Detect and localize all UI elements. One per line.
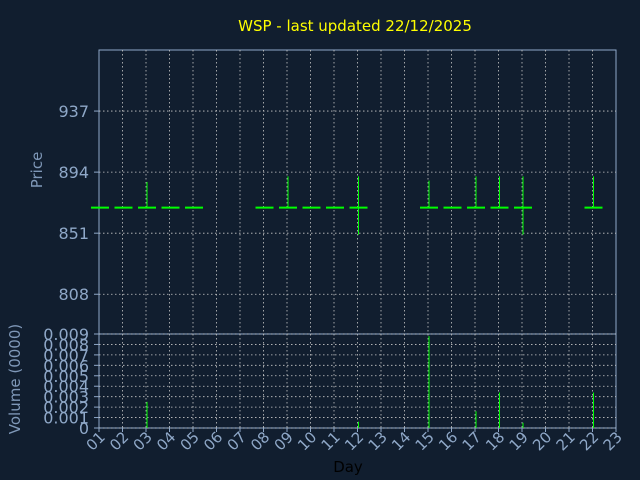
price-tick-label: 894: [58, 163, 89, 182]
volume-y-ticks: 00.0010.0020.0030.0040.0050.0060.0070.00…: [43, 325, 99, 438]
price-tick-label: 937: [58, 102, 89, 121]
day-axis-label: Day: [333, 458, 363, 476]
day-tick-label: 07: [224, 428, 250, 454]
ohlc-bar: [349, 176, 368, 235]
day-tick-label: 12: [341, 428, 367, 454]
volume-tick-label: 0.008: [43, 335, 89, 354]
volume-tick-label: 0.003: [43, 388, 89, 407]
volume-grid: [99, 333, 616, 429]
volume-tick-label: 0.006: [43, 356, 89, 375]
day-x-ticks: 0102030405060708091011121314151617181920…: [83, 428, 626, 454]
price-panel: 937 894 851 808 Price: [28, 49, 617, 335]
volume-tick-label: 0.005: [43, 367, 89, 386]
volume-tick-label: 0.004: [43, 377, 89, 396]
day-tick-label: 09: [271, 428, 297, 454]
ohlc-bar: [467, 176, 485, 209]
day-tick-label: 14: [388, 428, 414, 454]
price-grid: [99, 50, 616, 334]
day-tick-label: 21: [553, 428, 579, 454]
volume-series: [146, 336, 594, 428]
day-tick-label: 06: [200, 428, 226, 454]
volume-tick-label: 0.001: [43, 409, 89, 428]
day-tick-label: 18: [482, 428, 508, 454]
ohlc-bar: [138, 182, 156, 209]
ohlc-bar: [490, 176, 509, 209]
day-tick-label: 10: [294, 428, 320, 454]
chart-title: WSP - last updated 22/12/2025: [238, 17, 472, 35]
day-tick-label: 16: [435, 428, 461, 454]
volume-tick-label: 0.002: [43, 398, 89, 417]
day-tick-label: 11: [318, 428, 344, 454]
price-y-ticks: 937 894 851 808: [58, 102, 99, 304]
price-series: [91, 176, 603, 235]
day-tick-label: 13: [365, 428, 391, 454]
day-tick-label: 02: [106, 428, 132, 454]
day-tick-label: 15: [412, 428, 438, 454]
volume-axis-label: Volume (0000): [6, 324, 24, 434]
day-tick-label: 19: [506, 428, 532, 454]
day-tick-label: 22: [576, 428, 602, 454]
price-tick-label: 808: [58, 285, 89, 304]
volume-tick-label: 0.007: [43, 346, 89, 365]
day-tick-label: 23: [600, 428, 626, 454]
ohlc-bar: [420, 180, 438, 209]
day-tick-label: 08: [247, 428, 273, 454]
day-tick-label: 05: [177, 428, 203, 454]
ohlc-bar: [584, 176, 603, 209]
volume-plot-frame: [98, 333, 617, 429]
ohlc-bar: [514, 176, 532, 235]
ohlc-bar: [279, 176, 297, 209]
day-tick-label: 03: [130, 428, 156, 454]
volume-tick-label: 0: [79, 419, 89, 438]
volume-tick-label: 0.009: [43, 325, 89, 344]
day-tick-label: 17: [459, 428, 485, 454]
price-tick-label: 851: [58, 224, 89, 243]
volume-panel: 00.0010.0020.0030.0040.0050.0060.0070.00…: [6, 324, 626, 476]
day-tick-label: 20: [529, 428, 555, 454]
price-axis-label: Price: [28, 152, 46, 189]
day-tick-label: 04: [153, 428, 179, 454]
